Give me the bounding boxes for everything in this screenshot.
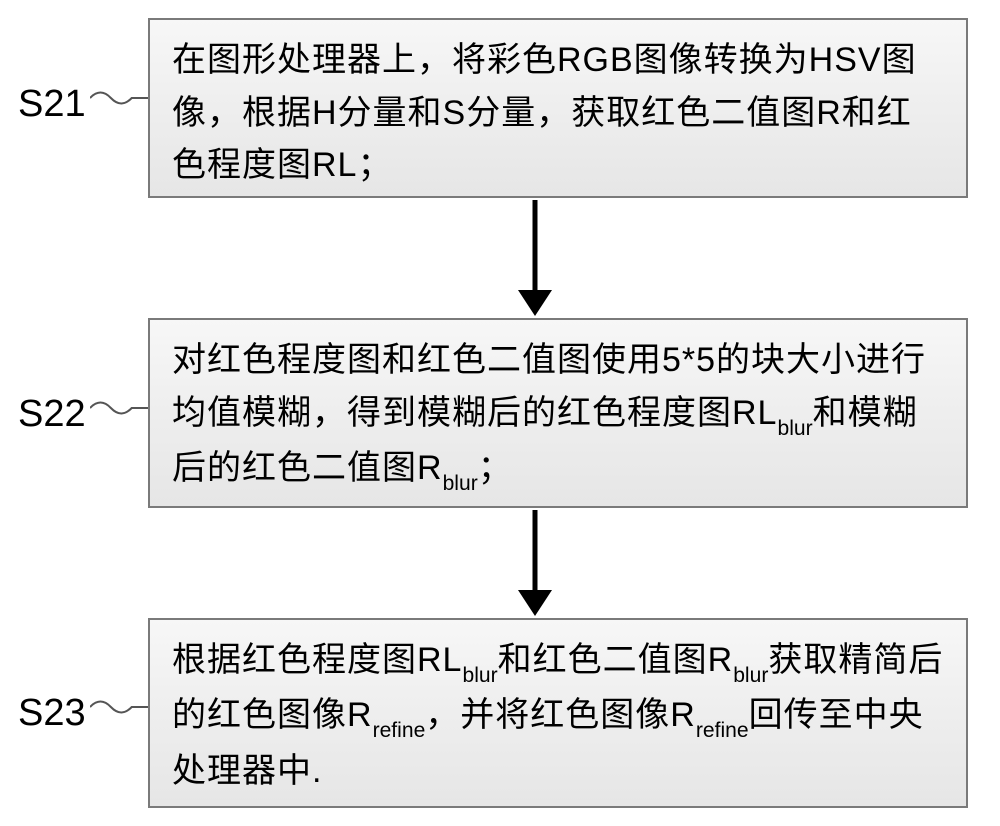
step-connector-s23 xyxy=(90,694,148,725)
step-label-s21: S21 xyxy=(18,85,86,123)
step-connector-s22 xyxy=(90,395,148,426)
arrow-s22-s23 xyxy=(513,510,557,616)
step-box-s22: 对红色程度图和红色二值图使用5*5的块大小进行均值模糊，得到模糊后的红色程度图R… xyxy=(148,318,968,508)
arrow-s21-s22 xyxy=(513,200,557,316)
step-connector-s21 xyxy=(90,85,148,116)
step-label-s22: S22 xyxy=(18,395,86,433)
step-box-s23: 根据红色程度图RLblur和红色二值图Rblur获取精简后的红色图像Rrefin… xyxy=(148,618,968,808)
flowchart-canvas: S21 在图形处理器上，将彩色RGB图像转换为HSV图像，根据H分量和S分量，获取… xyxy=(0,0,1000,826)
step-box-s21: 在图形处理器上，将彩色RGB图像转换为HSV图像，根据H分量和S分量，获取红色二… xyxy=(148,18,968,198)
step-label-s23: S23 xyxy=(18,694,86,732)
